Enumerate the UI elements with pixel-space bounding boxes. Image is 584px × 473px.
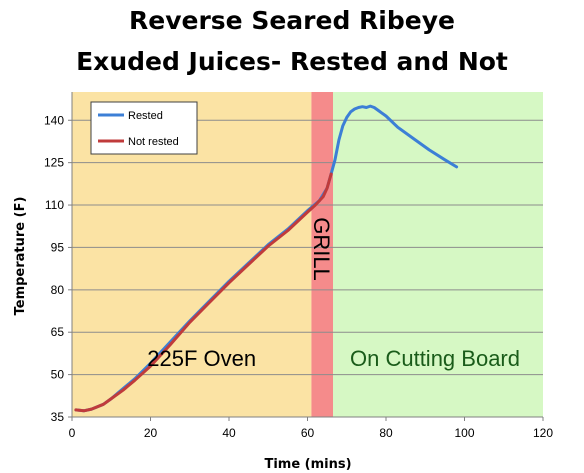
x-tick-label-3: 60 (301, 426, 315, 440)
y-tick-label-7: 140 (44, 113, 64, 127)
x-tick-label-4: 80 (379, 426, 393, 440)
chart-title-line2: Exuded Juices- Rested and Not (76, 47, 508, 76)
axes: 35 50 65 80 95 110 125 140 0 20 40 60 80 100 120 (44, 92, 553, 440)
x-axis-label: Time (mins) (264, 457, 351, 472)
region-label-grill: GRILL (309, 217, 334, 281)
x-tick-label-2: 40 (222, 426, 236, 440)
x-tick-label-1: 20 (144, 426, 158, 440)
legend-label-0: Rested (128, 110, 163, 122)
x-tick-label-0: 0 (69, 426, 76, 440)
y-tick-label-4: 95 (51, 240, 65, 254)
y-tick-label-5: 110 (45, 198, 64, 212)
y-axis-label: Temperature (F) (13, 197, 28, 316)
gridlines (72, 119, 543, 376)
legend-box (90, 101, 198, 155)
series-layer (74, 104, 459, 413)
region-band-2 (333, 92, 543, 417)
chart-title-line1: Reverse Seared Ribeye (129, 6, 455, 35)
region-labels: 225F Oven GRILL On Cutting Board (147, 217, 520, 371)
region-label-oven: 225F Oven (147, 346, 256, 371)
y-tick-label-0: 35 (51, 410, 65, 424)
region-band-1 (311, 92, 334, 417)
y-tick-label-2: 65 (51, 325, 65, 339)
legend-label-1: Not rested (128, 136, 179, 148)
x-tick-label-6: 120 (533, 426, 553, 440)
legend: Rested Not rested (90, 101, 198, 155)
region-label-cutting-board: On Cutting Board (350, 346, 520, 371)
series-line-not-rested (74, 172, 333, 413)
y-tick-label-6: 125 (44, 156, 64, 170)
y-tick-label-3: 80 (51, 283, 65, 297)
y-tick-label-1: 50 (51, 368, 65, 382)
x-tick-label-5: 100 (454, 426, 474, 440)
